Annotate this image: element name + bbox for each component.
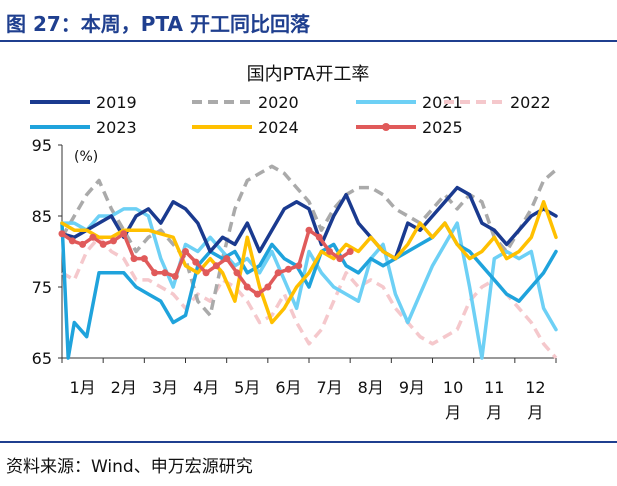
x-tick-label: 1月 bbox=[69, 378, 95, 397]
series-point-2025 bbox=[212, 262, 220, 270]
series-point-2025 bbox=[120, 230, 128, 238]
series-point-2025 bbox=[161, 269, 169, 277]
x-tick-label: 8月 bbox=[358, 378, 384, 397]
legend-label-2019: 2019 bbox=[96, 93, 137, 112]
legend-label-2023: 2023 bbox=[96, 118, 137, 137]
series-point-2025 bbox=[202, 269, 210, 277]
source-note: 资料来源：Wind、申万宏源研究 bbox=[6, 457, 253, 477]
series-line-2023 bbox=[60, 221, 558, 360]
legend-marker-2025 bbox=[382, 123, 390, 131]
series-point-2025 bbox=[109, 237, 117, 245]
legend: 2019 2020 2021 2022 2023 2024 2025 bbox=[30, 93, 551, 137]
y-tick-label: 85 bbox=[32, 207, 52, 226]
series-point-2025 bbox=[192, 258, 200, 266]
x-tick-label: 4月 bbox=[193, 378, 219, 397]
series-point-2025 bbox=[305, 226, 313, 234]
x-tick-label: 3月 bbox=[152, 378, 178, 397]
series-point-2025 bbox=[315, 233, 323, 241]
figure-title: 图 27：本周，PTA 开工同比回落 bbox=[6, 12, 310, 36]
series-point-2025 bbox=[336, 255, 344, 263]
legend-label-2024: 2024 bbox=[258, 118, 299, 137]
y-tick-label: 65 bbox=[32, 349, 52, 368]
legend-label-2025: 2025 bbox=[422, 118, 463, 137]
series-point-2025 bbox=[243, 283, 251, 291]
x-tick-label: 7月 bbox=[316, 378, 342, 397]
axes: 65 75 85 95 1月 2月 3月 4月 5月 6月 7月 8月 9月 10 月 11 月 12 月 bbox=[32, 136, 557, 422]
y-tick-label: 75 bbox=[32, 278, 52, 297]
series-point-2025 bbox=[326, 248, 334, 255]
series-point-2025 bbox=[171, 272, 179, 280]
series-point-2025 bbox=[89, 233, 97, 241]
series-point-2025 bbox=[233, 269, 241, 277]
series-point-2025 bbox=[223, 255, 231, 263]
x-tick-label: 9月 bbox=[399, 378, 425, 397]
series-point-2025 bbox=[284, 265, 292, 273]
series-point-2025 bbox=[99, 240, 107, 248]
series-line-2024 bbox=[60, 200, 558, 325]
series-point-2025 bbox=[295, 262, 303, 270]
series-point-2025 bbox=[140, 255, 148, 263]
title-rule bbox=[0, 40, 617, 42]
y-axis-unit: (%) bbox=[74, 149, 98, 165]
x-tick-label: 5月 bbox=[234, 378, 260, 397]
legend-label-2022: 2022 bbox=[510, 93, 551, 112]
y-tick-label: 95 bbox=[32, 136, 52, 155]
series-point-2025 bbox=[346, 248, 354, 255]
series-point-2025 bbox=[151, 269, 159, 277]
x-tick-label-line2: 月 bbox=[486, 403, 502, 422]
series-point-2025 bbox=[58, 230, 66, 238]
source-rule bbox=[0, 441, 617, 443]
series-line-2022 bbox=[61, 235, 558, 360]
series-line-2020 bbox=[60, 164, 558, 318]
series-point-2025 bbox=[79, 240, 87, 248]
series-point-2025 bbox=[130, 255, 138, 263]
x-tick-label-line2: 月 bbox=[445, 403, 461, 422]
series-point-2025 bbox=[274, 269, 282, 277]
series-point-2025 bbox=[264, 283, 272, 291]
series-point-2025 bbox=[182, 248, 189, 255]
x-tick-label-line2: 月 bbox=[527, 403, 543, 422]
series-point-2025 bbox=[254, 290, 262, 298]
x-tick-label: 10 bbox=[443, 378, 463, 397]
x-tick-label: 2月 bbox=[111, 378, 137, 397]
legend-label-2021: 2021 bbox=[422, 93, 463, 112]
line-chart: 国内PTA开工率 (%) 2019 2020 2021 2022 2023 2024 202… bbox=[30, 64, 558, 422]
chart-title: 国内PTA开工率 bbox=[247, 64, 370, 85]
series-group bbox=[58, 164, 558, 360]
series-line-2019 bbox=[60, 185, 558, 261]
x-tick-label: 11 bbox=[484, 378, 504, 397]
series-point-2025 bbox=[68, 237, 76, 245]
x-tick-label: 6月 bbox=[275, 378, 301, 397]
x-tick-label: 12 bbox=[525, 378, 545, 397]
series-line-2021 bbox=[60, 207, 558, 360]
legend-label-2020: 2020 bbox=[258, 93, 299, 112]
